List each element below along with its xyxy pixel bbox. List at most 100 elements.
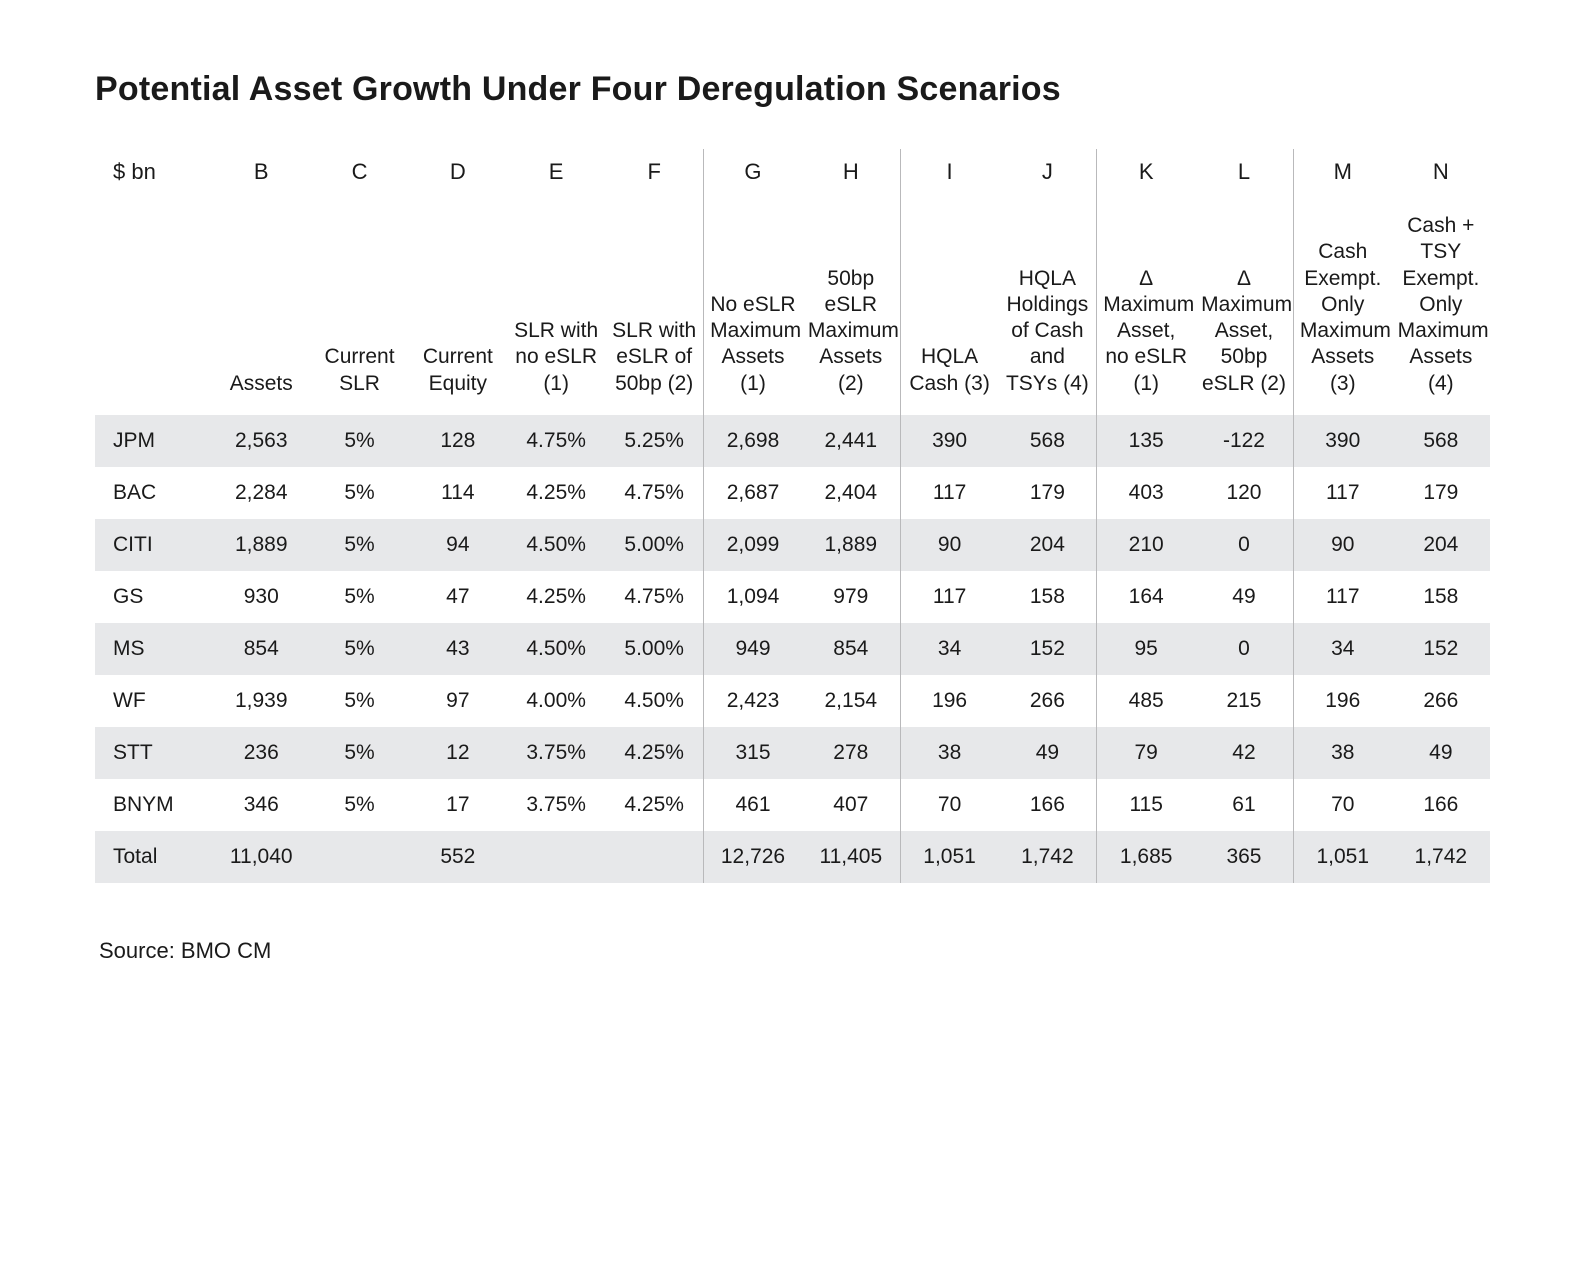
col-desc: SLR with no eSLR (1) (507, 203, 605, 415)
col-letter: L (1195, 149, 1293, 203)
cell: 49 (1392, 727, 1490, 779)
cell: 12 (409, 727, 507, 779)
cell: 2,154 (802, 675, 900, 727)
row-label: MS (95, 623, 212, 675)
cell: 1,939 (212, 675, 310, 727)
cell: 1,051 (1293, 831, 1391, 883)
cell: 2,563 (212, 415, 310, 467)
col-letter: M (1293, 149, 1391, 203)
cell: -122 (1195, 415, 1293, 467)
cell: 5.00% (605, 519, 703, 571)
cell: 17 (409, 779, 507, 831)
cell: 4.25% (507, 467, 605, 519)
cell: 365 (1195, 831, 1293, 883)
cell: 315 (704, 727, 802, 779)
row-label: CITI (95, 519, 212, 571)
col-desc: Assets (212, 203, 310, 415)
col-letter: F (605, 149, 703, 203)
cell: 43 (409, 623, 507, 675)
cell: 1,094 (704, 571, 802, 623)
cell: 117 (900, 467, 998, 519)
cell: 42 (1195, 727, 1293, 779)
cell: 346 (212, 779, 310, 831)
table-row: JPM2,5635%1284.75%5.25%2,6982,4413905681… (95, 415, 1490, 467)
table-row: BNYM3465%173.75%4.25%4614077016611561701… (95, 779, 1490, 831)
cell: 114 (409, 467, 507, 519)
cell: 1,889 (212, 519, 310, 571)
cell: 196 (900, 675, 998, 727)
cell: 49 (998, 727, 1096, 779)
cell: 158 (1392, 571, 1490, 623)
cell: 152 (1392, 623, 1490, 675)
cell: 179 (1392, 467, 1490, 519)
cell: 552 (409, 831, 507, 883)
cell: 4.25% (605, 727, 703, 779)
col-desc: Cash Exempt. Only Maximum Assets (3) (1293, 203, 1391, 415)
cell: 407 (802, 779, 900, 831)
cell: 120 (1195, 467, 1293, 519)
cell: 204 (998, 519, 1096, 571)
cell: 568 (998, 415, 1096, 467)
scenario-table: $ bn B C D E F G H I J K L M N Assets Cu… (95, 149, 1490, 883)
cell: 5% (310, 779, 408, 831)
cell: 5% (310, 571, 408, 623)
cell: 568 (1392, 415, 1490, 467)
cell: 3.75% (507, 779, 605, 831)
row-label: WF (95, 675, 212, 727)
blank-header (95, 203, 212, 415)
cell: 461 (704, 779, 802, 831)
cell: 47 (409, 571, 507, 623)
cell: 34 (900, 623, 998, 675)
cell: 266 (998, 675, 1096, 727)
cell: 90 (900, 519, 998, 571)
col-desc: HQLA Holdings of Cash and TSYs (4) (998, 203, 1096, 415)
col-desc: Current SLR (310, 203, 408, 415)
cell: 1,742 (1392, 831, 1490, 883)
cell: 70 (1293, 779, 1391, 831)
table-row: CITI1,8895%944.50%5.00%2,0991,8899020421… (95, 519, 1490, 571)
cell: 215 (1195, 675, 1293, 727)
cell: 5% (310, 415, 408, 467)
col-letter: B (212, 149, 310, 203)
table-row: STT2365%123.75%4.25%315278384979423849 (95, 727, 1490, 779)
page-title: Potential Asset Growth Under Four Deregu… (95, 70, 1490, 109)
cell: 4.75% (605, 571, 703, 623)
cell: 4.25% (605, 779, 703, 831)
cell: 90 (1293, 519, 1391, 571)
row-label: Total (95, 831, 212, 883)
cell: 278 (802, 727, 900, 779)
source-attribution: Source: BMO CM (95, 938, 1490, 964)
col-desc: Δ Maximum Asset, no eSLR (1) (1097, 203, 1195, 415)
table-row: BAC2,2845%1144.25%4.75%2,6872,4041171794… (95, 467, 1490, 519)
cell (507, 831, 605, 883)
cell: 5% (310, 519, 408, 571)
cell: 5.25% (605, 415, 703, 467)
cell: 5.00% (605, 623, 703, 675)
cell: 152 (998, 623, 1096, 675)
cell: 12,726 (704, 831, 802, 883)
cell: 38 (900, 727, 998, 779)
cell: 11,405 (802, 831, 900, 883)
table-row: Total11,04055212,72611,4051,0511,7421,68… (95, 831, 1490, 883)
cell: 1,685 (1097, 831, 1195, 883)
cell: 0 (1195, 519, 1293, 571)
col-letter: C (310, 149, 408, 203)
col-desc: Cash + TSY Exempt. Only Maximum Assets (… (1392, 203, 1490, 415)
col-letter: N (1392, 149, 1490, 203)
cell: 4.50% (507, 623, 605, 675)
cell: 390 (1293, 415, 1391, 467)
cell: 117 (1293, 571, 1391, 623)
cell: 95 (1097, 623, 1195, 675)
col-letter: G (704, 149, 802, 203)
cell: 5% (310, 623, 408, 675)
cell: 4.00% (507, 675, 605, 727)
cell: 5% (310, 675, 408, 727)
cell: 204 (1392, 519, 1490, 571)
col-letter: I (900, 149, 998, 203)
col-letter: H (802, 149, 900, 203)
unit-label: $ bn (95, 149, 212, 203)
cell: 164 (1097, 571, 1195, 623)
cell: 210 (1097, 519, 1195, 571)
cell (310, 831, 408, 883)
col-desc: HQLA Cash (3) (900, 203, 998, 415)
